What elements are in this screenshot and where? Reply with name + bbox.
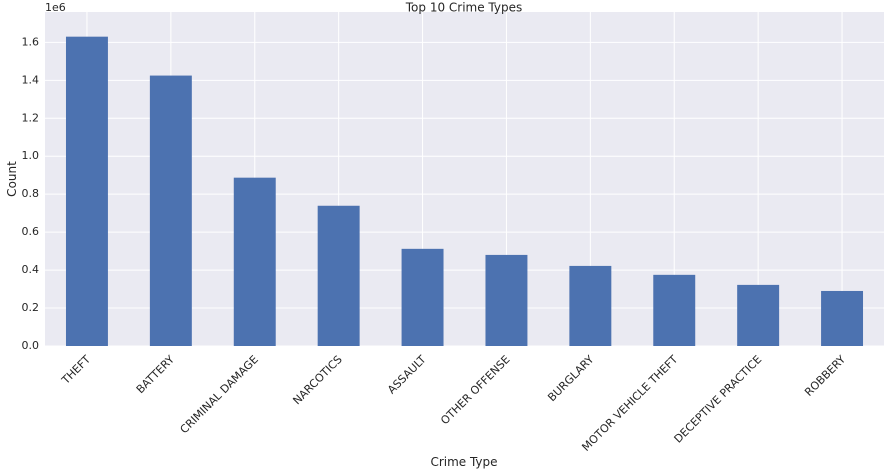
bar — [233, 177, 276, 346]
bar — [149, 75, 192, 347]
x-axis-label: Crime Type — [430, 455, 497, 469]
y-tick-label: 1.4 — [22, 73, 40, 86]
bar — [317, 205, 360, 346]
x-tick-label: THEFT — [59, 353, 94, 388]
y-tick-label: 0.2 — [22, 301, 40, 314]
y-tick-label: 0.4 — [22, 263, 40, 276]
y-tick-label: 1.0 — [22, 149, 40, 162]
bar — [821, 290, 864, 346]
y-tick-label: 1.6 — [22, 35, 40, 48]
y-tick-label: 0.0 — [22, 339, 40, 352]
bar — [485, 254, 528, 346]
x-tick-label: NARCOTICS — [290, 353, 344, 407]
x-tick-label: OTHER OFFENSE — [438, 353, 512, 427]
bar — [65, 36, 108, 346]
bar — [653, 274, 696, 346]
bar — [569, 265, 612, 346]
offset-label: 1e6 — [45, 1, 66, 14]
x-tick-label: ASSAULT — [385, 353, 429, 397]
y-tick-label: 0.6 — [22, 225, 40, 238]
x-tick-label: ROBBERY — [802, 353, 848, 399]
x-tick-label: DECEPTIVE PRACTICE — [672, 353, 765, 446]
x-tick-label: CRIMINAL DAMAGE — [178, 353, 261, 436]
bar — [737, 284, 780, 346]
chart-title: Top 10 Crime Types — [405, 1, 523, 15]
y-axis-label: Count — [5, 161, 19, 197]
y-tick-label: 0.8 — [22, 187, 40, 200]
bar — [401, 248, 444, 346]
x-tick-label: BURGLARY — [545, 353, 596, 404]
y-tick-label: 1.2 — [22, 111, 40, 124]
x-tick-label: MOTOR VEHICLE THEFT — [579, 353, 680, 454]
x-tick-label: BATTERY — [134, 353, 177, 396]
